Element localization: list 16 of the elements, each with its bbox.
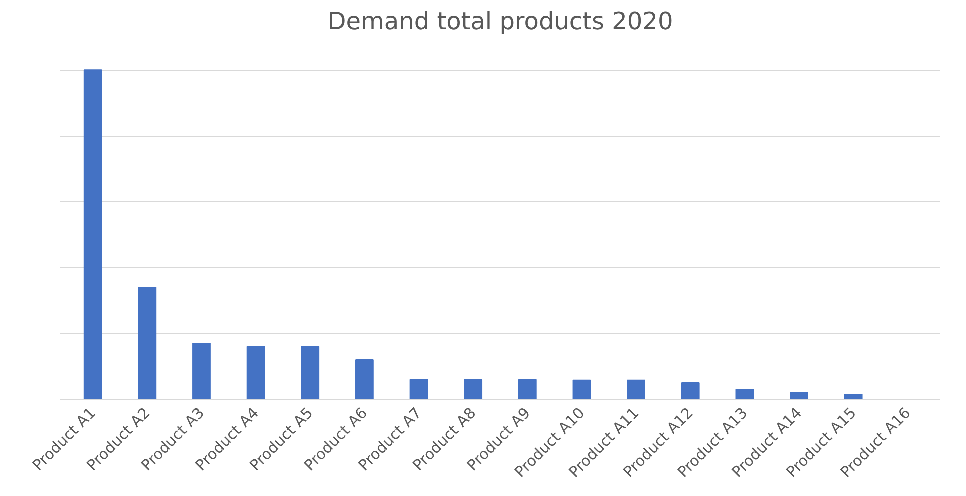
bar (681, 382, 700, 400)
bar (301, 346, 320, 400)
bar (356, 359, 374, 400)
chart-title: Demand total products 2020 (328, 8, 674, 36)
bar (572, 380, 592, 400)
bar (844, 394, 863, 400)
bar (410, 379, 428, 400)
bar (138, 287, 157, 400)
bar (790, 392, 808, 400)
bar (627, 380, 646, 400)
bar (464, 379, 483, 400)
bar (192, 343, 211, 400)
bar (736, 389, 754, 400)
bar (518, 379, 537, 400)
bar (246, 346, 266, 400)
bar (84, 70, 102, 400)
